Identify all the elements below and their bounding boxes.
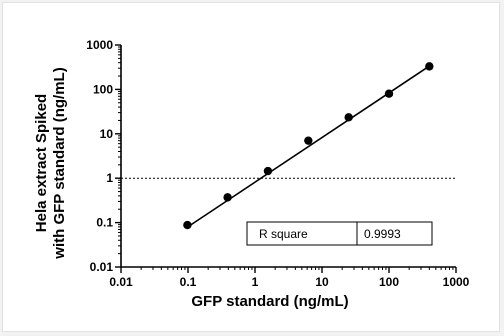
data-point xyxy=(304,136,313,145)
data-point xyxy=(223,193,232,202)
data-point xyxy=(344,113,353,122)
stats-box: R square 0.9993 xyxy=(246,221,433,246)
x-tick-label: 1 xyxy=(252,275,259,289)
stats-label: R square xyxy=(259,227,308,241)
stats-box-frame xyxy=(246,221,433,246)
chart: 0.01 0.1 1 10 100 1000 0.01 0.1 1 10 100 1000 R squ… xyxy=(33,38,470,310)
y-tick-label: 0.1 xyxy=(96,216,113,230)
data-point xyxy=(425,62,434,71)
y-axis-title-line-2: with GFP standard (ng/mL) xyxy=(51,67,68,259)
stats-value: 0.9993 xyxy=(364,227,401,241)
axes xyxy=(120,45,456,268)
y-tick-label: 0.01 xyxy=(90,260,114,274)
x-tick-label: 0.1 xyxy=(180,275,197,289)
y-tick-label: 10 xyxy=(100,127,114,141)
y-tick-label: 1000 xyxy=(86,38,113,52)
x-tick-label: 0.01 xyxy=(109,275,133,289)
data-point xyxy=(263,166,273,176)
data-point xyxy=(183,220,192,230)
y-axis-title-line-1: Hela extract Spiked xyxy=(33,94,50,232)
x-axis-title: GFP standard (ng/mL) xyxy=(191,293,348,310)
y-tick-label: 100 xyxy=(93,82,113,96)
x-tick-label: 100 xyxy=(379,275,399,289)
data-points xyxy=(183,62,434,230)
data-point xyxy=(384,89,394,98)
x-tick-label: 1000 xyxy=(443,275,470,289)
ticks: 0.01 0.1 1 10 100 1000 0.01 0.1 1 10 100 1000 xyxy=(86,38,469,289)
y-axis-title: Hela extract Spiked with GFP standard (n… xyxy=(33,67,68,259)
fit-line xyxy=(186,65,430,228)
chart-frame: 0.01 0.1 1 10 100 1000 0.01 0.1 1 10 100 1000 R squ… xyxy=(2,2,500,332)
x-tick-label: 10 xyxy=(315,275,329,289)
y-tick-label: 1 xyxy=(106,171,113,185)
